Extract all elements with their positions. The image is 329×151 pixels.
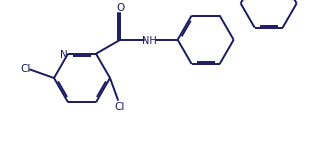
- Text: Cl: Cl: [115, 102, 125, 112]
- Text: O: O: [116, 3, 124, 13]
- Text: N: N: [60, 50, 68, 60]
- Text: NH: NH: [142, 36, 157, 46]
- Text: Cl: Cl: [21, 64, 31, 74]
